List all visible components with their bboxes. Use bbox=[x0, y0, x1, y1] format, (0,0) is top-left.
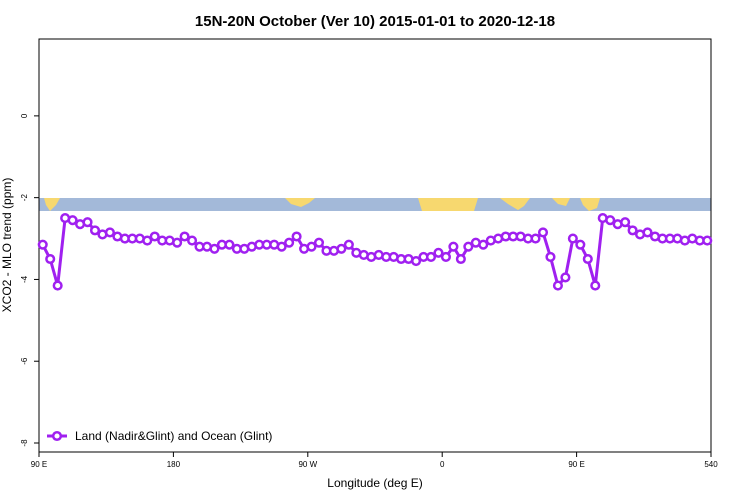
point bbox=[567, 233, 578, 244]
point bbox=[343, 239, 354, 250]
point bbox=[605, 215, 616, 226]
point bbox=[336, 243, 347, 254]
point bbox=[627, 225, 638, 236]
point bbox=[463, 241, 474, 252]
point bbox=[590, 280, 601, 291]
legend-entry: Land (Nadir&Glint) and Ocean (Glint) bbox=[47, 429, 272, 443]
point bbox=[575, 239, 586, 250]
map-strip bbox=[39, 198, 711, 211]
point bbox=[172, 237, 183, 248]
point bbox=[224, 239, 235, 250]
point bbox=[478, 239, 489, 250]
point bbox=[89, 225, 101, 236]
x-tick-label: 180 bbox=[167, 460, 181, 469]
chart-title: 15N-20N October (Ver 10) 2015-01-01 to 2… bbox=[195, 13, 555, 30]
point bbox=[142, 235, 153, 246]
y-tick-label: -8 bbox=[20, 439, 29, 447]
y-tick-label: -4 bbox=[20, 275, 29, 283]
point bbox=[440, 251, 451, 262]
point bbox=[448, 241, 459, 252]
point bbox=[209, 243, 220, 254]
legend-label: Land (Nadir&Glint) and Ocean (Glint) bbox=[75, 429, 272, 443]
point bbox=[545, 251, 556, 262]
y-tick-label: -2 bbox=[20, 194, 29, 202]
point bbox=[284, 237, 295, 248]
x-tick-label: 540 bbox=[704, 460, 718, 469]
point bbox=[82, 217, 93, 228]
y-axis-label: XCO2 - MLO trend (ppm) bbox=[0, 178, 14, 313]
point bbox=[276, 241, 287, 252]
point bbox=[104, 227, 115, 238]
point bbox=[411, 255, 422, 267]
point bbox=[433, 247, 444, 258]
point bbox=[45, 253, 56, 265]
point bbox=[530, 233, 541, 244]
point bbox=[552, 280, 563, 291]
point bbox=[313, 237, 325, 248]
y-tick-label: 0 bbox=[20, 113, 29, 118]
point bbox=[37, 239, 48, 250]
x-tick-label: 90 E bbox=[568, 460, 584, 469]
plot-frame bbox=[38, 38, 712, 453]
x-tick-label: 90 E bbox=[31, 460, 47, 469]
point bbox=[149, 231, 160, 242]
y-tick-label: -6 bbox=[20, 357, 29, 365]
x-tick-label: 0 bbox=[440, 460, 445, 469]
point bbox=[702, 235, 713, 246]
x-tick-label: 90 W bbox=[298, 460, 317, 469]
point bbox=[560, 272, 571, 283]
point bbox=[537, 227, 549, 238]
point bbox=[455, 253, 466, 265]
point bbox=[642, 227, 653, 238]
point bbox=[620, 217, 631, 228]
point bbox=[306, 241, 317, 252]
point bbox=[425, 251, 437, 262]
point bbox=[187, 235, 198, 246]
point bbox=[52, 280, 63, 291]
x-axis-label: Longitude (deg E) bbox=[327, 476, 422, 490]
point bbox=[291, 231, 302, 242]
legend-marker bbox=[51, 430, 63, 442]
point bbox=[179, 231, 190, 242]
point bbox=[582, 253, 593, 265]
point bbox=[67, 215, 78, 226]
